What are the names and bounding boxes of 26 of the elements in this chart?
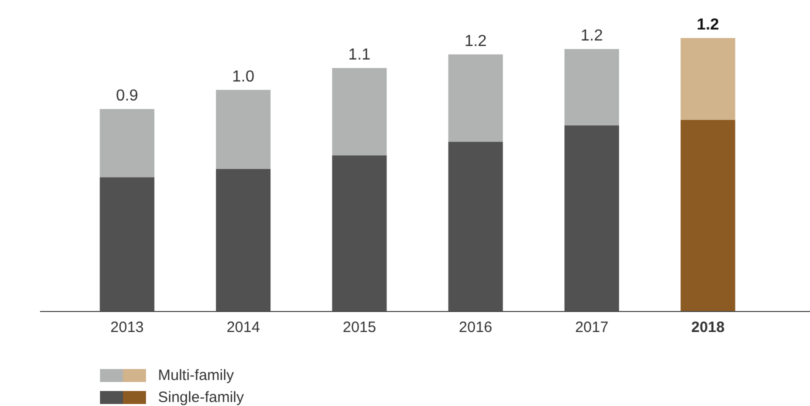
text: 1.2: [696, 16, 720, 34]
bar: [564, 48, 620, 126]
x-tick-label: 2017: [575, 319, 608, 336]
bar: [332, 68, 387, 156]
x-tick-label: 2016: [458, 319, 492, 336]
bar: [216, 90, 271, 170]
bar: [100, 109, 154, 178]
x-tick-label: 2013: [110, 319, 144, 336]
x-tick-label: 2018: [691, 319, 725, 336]
annotation: 1.1: [348, 46, 371, 64]
annotation: 1.2: [464, 32, 487, 50]
legend-label: Single-family: [158, 388, 244, 406]
x-tick-label: 2014: [226, 319, 260, 336]
bar: [100, 177, 154, 311]
bar: [448, 142, 503, 311]
annotation: 1.0: [232, 68, 254, 86]
bar: [680, 120, 736, 311]
bar: [564, 125, 620, 311]
annotation: 0.9: [116, 87, 138, 104]
bar: [680, 38, 736, 120]
bar: [448, 54, 503, 142]
bar: [216, 169, 271, 311]
bar: [332, 155, 387, 311]
x-tick-label: 2015: [342, 319, 376, 336]
legend-label: Multi-family: [158, 366, 234, 384]
annotation: 1.2: [580, 27, 603, 44]
